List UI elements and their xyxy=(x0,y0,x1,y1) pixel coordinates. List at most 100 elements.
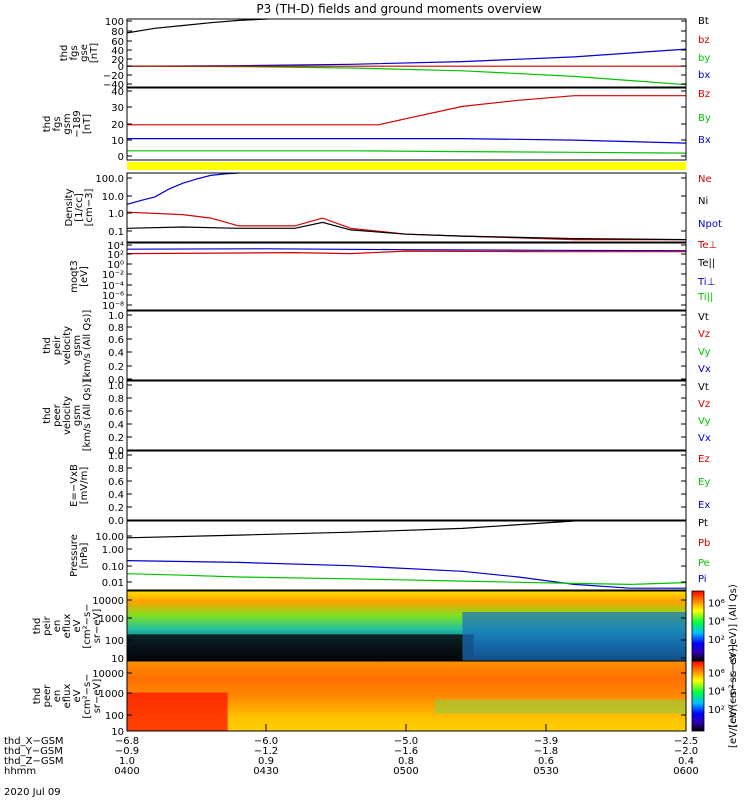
legend-entry: Vy xyxy=(698,416,711,427)
legend-entry: Pt xyxy=(698,518,708,529)
colorbar-label: [eV/(cm²−s−sr−eV)] (All Qs) xyxy=(728,584,739,728)
x-tick-label: 0.4 xyxy=(678,756,694,767)
y-tick-label: 10000 xyxy=(92,596,124,607)
legend-entry: bz xyxy=(698,35,710,46)
legend-entry: Te|| xyxy=(697,258,715,269)
series-fgs-gsm-Bz xyxy=(127,95,686,126)
y-axis-label: sr−eV] xyxy=(92,679,103,714)
y-tick-label: 10² xyxy=(107,250,124,261)
date-label: 2020 Jul 09 xyxy=(4,787,61,798)
y-tick-label: 0.8 xyxy=(108,323,124,334)
legend-entry: Vx xyxy=(698,364,711,375)
y-tick-label: 10⁻² xyxy=(102,270,124,281)
y-tick-label: 1.00 xyxy=(102,545,124,556)
y-tick-label: 100 xyxy=(105,636,124,647)
spectrogram-noise-region xyxy=(462,612,686,661)
x-tick-label: 0.6 xyxy=(538,756,554,767)
y-axis-label: thd xyxy=(32,618,43,635)
y-axis-label: peir xyxy=(52,335,63,355)
y-tick-label: 1.0 xyxy=(108,209,124,220)
y-axis-label: peer xyxy=(42,684,53,708)
y-axis-label: fgs xyxy=(52,116,63,131)
series-fgs-gse-Bt xyxy=(126,18,267,34)
y-tick-label: 0.10 xyxy=(102,562,124,573)
series-pressure-Pt xyxy=(126,520,575,539)
y-tick-label: 0.2 xyxy=(108,433,124,444)
x-tick-label: −2.0 xyxy=(674,746,698,757)
y-tick-label: 0 xyxy=(118,152,124,163)
y-tick-label: 40 xyxy=(111,87,124,98)
y-axis-label: [eV] xyxy=(79,266,90,287)
y-tick-label: 10 xyxy=(111,136,124,147)
panel-pressure: Pt Pb Pe Pi 10.00 1.00 0.10 0.01 Pressure [nPa] xyxy=(69,518,710,591)
y-tick-label: 1.0 xyxy=(108,381,124,392)
y-axis-label: moqt3 xyxy=(69,260,80,293)
colorbar-peer-spec xyxy=(691,660,705,732)
panel-frame xyxy=(126,172,687,243)
colorbar-label: [eV/(cm²−s−sr−eV)] xyxy=(728,644,739,748)
x-tick-label: −2.5 xyxy=(674,736,698,747)
y-axis-label: [cm−3] xyxy=(84,189,95,227)
x-tick-label: −1.6 xyxy=(394,746,418,757)
y-axis-label: [km/s (All Qs)] xyxy=(82,310,93,382)
y-tick-label: 0.2 xyxy=(108,503,124,514)
y-tick-label: 1.0 xyxy=(108,311,124,322)
panel-density: Ne Ni Npot 100.0 10.0 1.0 0.1 Density [1/cc] [cm−… xyxy=(64,172,722,243)
x-tick-label: 0600 xyxy=(673,766,698,777)
y-tick-label: 0.2 xyxy=(108,362,124,373)
panel-frame xyxy=(126,380,687,451)
series-density-Npot xyxy=(126,172,239,205)
y-axis-label: E=−VxB xyxy=(69,464,80,507)
y-tick-label: 10000 xyxy=(92,669,124,680)
y-axis-label: thd xyxy=(42,407,53,424)
x-tick-label: 0.8 xyxy=(398,756,414,767)
y-axis-label: peer xyxy=(52,403,63,427)
series-fgs-gsm-Bx xyxy=(127,138,687,144)
y-tick-label: 0.8 xyxy=(108,464,124,475)
y-tick-label: 10⁴ xyxy=(107,241,124,252)
series-moat-Ti⊥ xyxy=(126,248,687,252)
panel-frame xyxy=(126,450,687,521)
y-axis-label: Pressure xyxy=(69,534,80,577)
y-tick-label: 0.6 xyxy=(108,335,124,346)
legend-entry: Bt xyxy=(698,16,709,27)
y-tick-label: 10⁻⁶ xyxy=(102,291,124,302)
y-axis-label: eflux xyxy=(62,684,73,709)
series-fgs-gse-by xyxy=(126,65,687,86)
y-tick-label: 1.0 xyxy=(108,451,124,462)
legend-entry: By xyxy=(698,113,711,124)
x-tick-label: 0500 xyxy=(393,766,418,777)
legend-entry: Bz xyxy=(698,89,710,100)
legend-entry: Vy xyxy=(698,347,711,358)
x-tick-label: 0400 xyxy=(114,766,139,777)
panel-peer-spec: 10⁶ 10⁴ 10² [eV/(cm²−s−sr−eV)] 10000 1000 100 1… xyxy=(32,644,739,748)
colorbar-peir-spec xyxy=(691,590,705,662)
panel-frame xyxy=(126,310,687,381)
y-axis-label: [nT] xyxy=(82,114,93,134)
y-tick-label: 60 xyxy=(111,37,124,48)
y-tick-label: 30 xyxy=(111,103,124,114)
x-tick-label: −3.9 xyxy=(534,736,558,747)
y-axis-label: −189 xyxy=(72,110,83,137)
y-tick-label: 0.4 xyxy=(108,420,124,431)
y-axis-label: gse xyxy=(79,44,90,62)
legend-entry: Ti⊥ xyxy=(697,277,715,288)
legend-entry: Ez xyxy=(698,454,710,465)
x-tick-label: −0.9 xyxy=(115,746,139,757)
y-tick-label: 0.4 xyxy=(108,490,124,501)
y-tick-label: 20 xyxy=(111,55,124,66)
legend-entry: Bx xyxy=(698,135,711,146)
panel-frame xyxy=(126,18,687,88)
panel-efield: Ez Ey Ex 1.0 0.8 0.6 0.4 0.2 0.0 E=−VxB [mV/m] xyxy=(69,450,710,527)
x-tick-label: −1.8 xyxy=(534,746,558,757)
y-axis-label: velocity xyxy=(62,396,73,435)
x-tick-label: 0.9 xyxy=(258,756,274,767)
y-axis-label: [cm²−s− xyxy=(82,673,93,718)
legend-entry: Ti|| xyxy=(697,292,713,303)
x-tick-label: −1.2 xyxy=(254,746,278,757)
legend-entry: Vz xyxy=(698,399,710,410)
y-tick-label: 10.0 xyxy=(102,192,124,203)
y-tick-label: 0.6 xyxy=(108,477,124,488)
